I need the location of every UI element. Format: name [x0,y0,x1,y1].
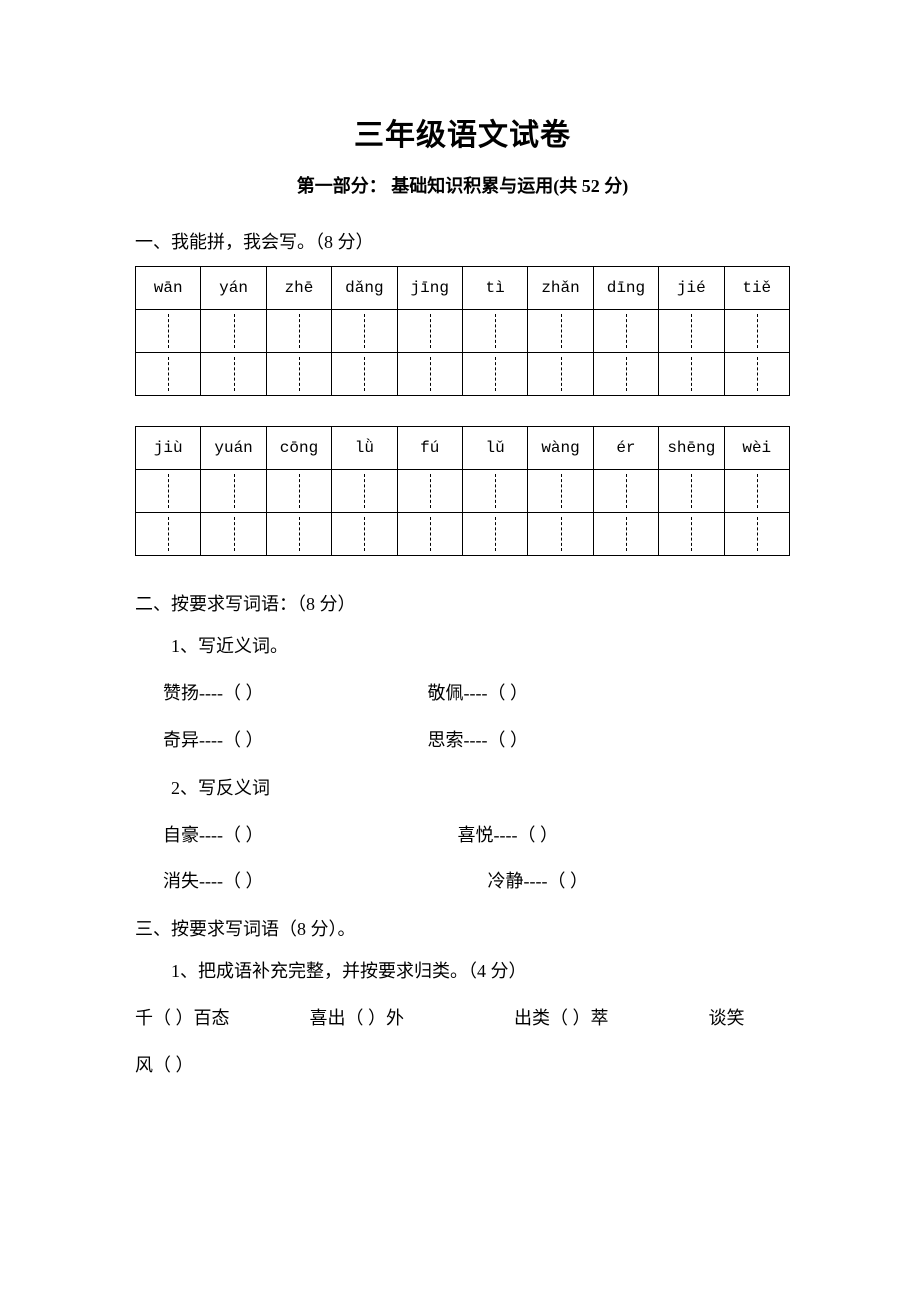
q2-heading: 二、按要求写词语：（8 分） [135,586,790,622]
blank-cell [462,310,527,353]
antonym-pair: 消失----（ ） [163,858,483,905]
blank-cell [462,470,527,513]
blank-cell [136,353,201,396]
blank-cell [136,513,201,556]
q2-sub2: 2、写反义词 [135,770,790,806]
pinyin-cell: dǎng [332,267,397,310]
blank-cell [528,310,593,353]
page-title: 三年级语文试卷 [135,110,790,154]
exam-page: 三年级语文试卷 第一部分： 基础知识积累与运用(共 52 分) 一、我能拼，我会… [0,0,920,1302]
blank-cell [462,513,527,556]
antonym-pair: 喜悦----（ ） [458,812,558,859]
antonym-pair: 自豪----（ ） [163,812,453,859]
pinyin-cell: zhē [266,267,331,310]
blank-cell [201,470,266,513]
pinyin-cell: yuán [201,427,266,470]
idiom-item: 喜出（ ）外 [310,995,510,1042]
q3-sub1: 1、把成语补充完整，并按要求归类。（4 分） [135,953,790,989]
blank-cell [201,310,266,353]
part1-header: 第一部分： 基础知识积累与运用(共 52 分) [135,172,790,198]
blank-cell [462,353,527,396]
blank-cell [332,470,397,513]
blank-cell [659,310,724,353]
q1-heading: 一、我能拼，我会写。（8 分） [135,224,790,260]
pinyin-cell: jiù [136,427,201,470]
pinyin-cell: lǜ [332,427,397,470]
blank-cell [724,513,789,556]
blank-cell [266,353,331,396]
pinyin-cell: tiě [724,267,789,310]
pinyin-cell: wān [136,267,201,310]
blank-cell [528,470,593,513]
pinyin-cell: cōng [266,427,331,470]
synonym-pair: 奇异----（ ） [163,717,423,764]
blank-cell [266,310,331,353]
blank-cell [136,310,201,353]
blank-cell [397,353,462,396]
blank-cell [724,310,789,353]
idiom-line-1: 千（ ）百态 喜出（ ）外 出类（ ）萃 谈笑 [135,995,790,1042]
pinyin-cell: yán [201,267,266,310]
blank-cell [593,310,658,353]
table-row: wān yán zhē dǎng jīng tì zhǎn dīng jié t… [136,267,790,310]
blank-cell [593,470,658,513]
blank-cell [659,353,724,396]
blank-cell [397,470,462,513]
pinyin-cell: shēng [659,427,724,470]
table-row [136,513,790,556]
blank-cell [724,353,789,396]
antonym-row: 自豪----（ ） 喜悦----（ ） [135,812,790,859]
blank-cell [266,513,331,556]
pinyin-cell: jié [659,267,724,310]
idiom-item: 千（ ）百态 [135,995,305,1042]
blank-cell [397,513,462,556]
pinyin-cell: dīng [593,267,658,310]
antonym-row: 消失----（ ） 冷静----（ ） [135,858,790,905]
blank-cell [528,513,593,556]
pinyin-table-1: wān yán zhē dǎng jīng tì zhǎn dīng jié t… [135,266,790,396]
synonym-pair: 赞扬----（ ） [163,670,423,717]
q2-sub1: 1、写近义词。 [135,628,790,664]
pinyin-table-2: jiù yuán cōng lǜ fú lǔ wàng ér shēng wèi [135,426,790,556]
q3-heading: 三、按要求写词语（8 分）。 [135,911,790,947]
blank-cell [528,353,593,396]
table-row [136,353,790,396]
blank-cell [332,353,397,396]
pinyin-cell: lǔ [462,427,527,470]
idiom-item: 出类（ ）萃 [514,995,704,1042]
pinyin-cell: zhǎn [528,267,593,310]
pinyin-cell: ér [593,427,658,470]
pinyin-cell: wèi [724,427,789,470]
blank-cell [332,513,397,556]
blank-cell [266,470,331,513]
table-row: jiù yuán cōng lǜ fú lǔ wàng ér shēng wèi [136,427,790,470]
pinyin-cell: wàng [528,427,593,470]
table-row [136,470,790,513]
synonym-row: 赞扬----（ ） 敬佩----（ ） [135,670,790,717]
blank-cell [593,513,658,556]
blank-cell [201,353,266,396]
blank-cell [201,513,266,556]
pinyin-cell: tì [462,267,527,310]
blank-cell [593,353,658,396]
blank-cell [397,310,462,353]
antonym-pair: 冷静----（ ） [488,858,588,905]
blank-cell [659,470,724,513]
blank-cell [659,513,724,556]
synonym-pair: 思索----（ ） [428,717,528,764]
blank-cell [724,470,789,513]
synonym-pair: 敬佩----（ ） [428,670,528,717]
blank-cell [332,310,397,353]
table-row [136,310,790,353]
idiom-line-2: 风（ ） [135,1042,790,1089]
idiom-item: 谈笑 [709,995,745,1042]
pinyin-cell: jīng [397,267,462,310]
pinyin-cell: fú [397,427,462,470]
synonym-row: 奇异----（ ） 思索----（ ） [135,717,790,764]
blank-cell [136,470,201,513]
